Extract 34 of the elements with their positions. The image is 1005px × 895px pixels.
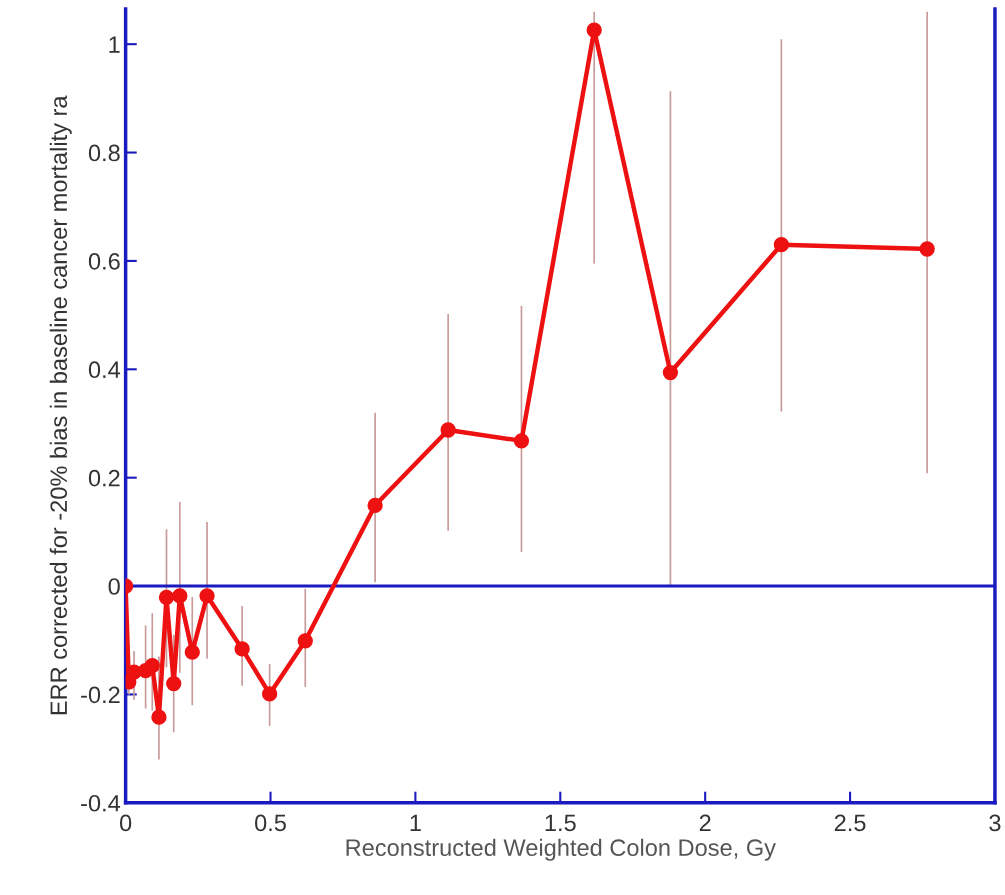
x-tick-label: 0	[119, 814, 132, 832]
y-tick-label: 0	[108, 578, 120, 595]
point	[586, 22, 602, 38]
point	[297, 633, 313, 649]
y-tick-label: 0.6	[88, 253, 120, 270]
point	[151, 709, 167, 725]
x-axis-title: Reconstructed Weighted Colon Dose, Gy	[346, 838, 776, 861]
point	[919, 241, 935, 257]
point	[184, 644, 200, 660]
x-tick-label: 2.5	[834, 814, 866, 832]
point	[166, 675, 182, 692]
y-axis-title: ERR corrected for -20% bias in baseline cancer mortality ra	[49, 95, 72, 715]
point	[199, 588, 215, 604]
y-tick-label: -0.4	[81, 794, 121, 812]
y-tick-label: -0.2	[81, 686, 120, 704]
point	[144, 658, 160, 674]
y-tick-label: 0.2	[88, 469, 120, 487]
y-tick-label: 0.4	[88, 361, 121, 379]
point	[440, 422, 456, 438]
point	[262, 686, 278, 702]
x-tick-label: 2	[699, 814, 711, 832]
y-tick-label: 1	[109, 36, 120, 53]
point	[773, 237, 790, 253]
x-tick-label: 1.5	[545, 814, 576, 832]
point	[172, 588, 188, 604]
x-tick-label: 3	[989, 814, 1001, 832]
point	[158, 589, 175, 606]
point	[513, 433, 530, 449]
point	[234, 641, 250, 657]
x-tick-label: 1	[410, 814, 421, 832]
x-tick-label: 0.5	[255, 814, 286, 832]
y-tick-label: 0.8	[88, 144, 120, 162]
point	[662, 364, 679, 381]
point	[367, 497, 383, 513]
